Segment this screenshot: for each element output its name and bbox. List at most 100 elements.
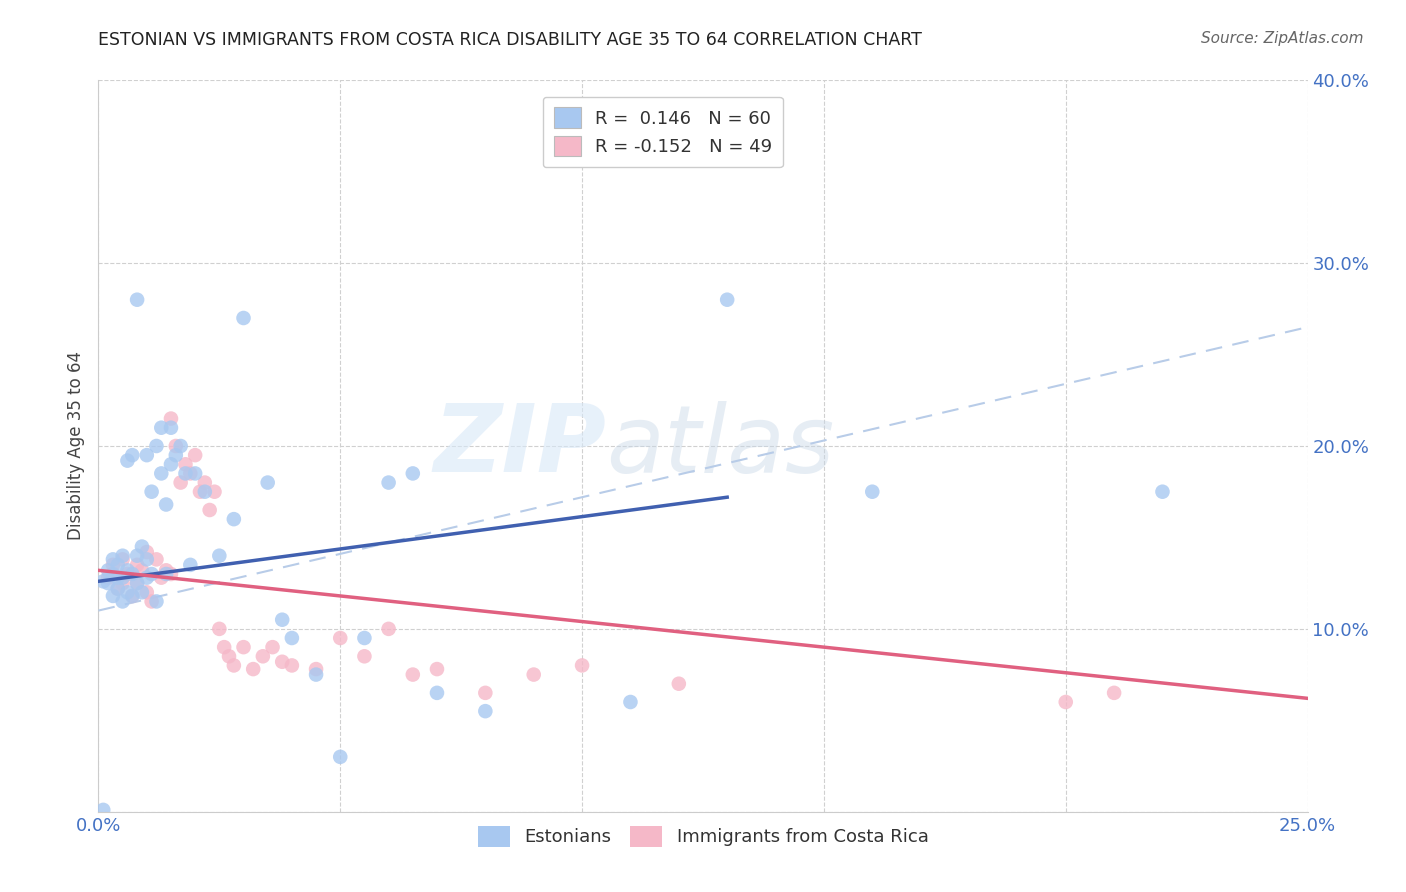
Point	[232, 640, 254, 655]
Point	[208, 549, 231, 563]
Y-axis label: Disability Age 35 to 64: Disability Age 35 to 64	[66, 351, 84, 541]
Point	[145, 439, 167, 453]
Point	[107, 558, 129, 572]
Point	[1102, 686, 1125, 700]
Point	[91, 574, 114, 589]
Point	[160, 411, 183, 425]
Point	[353, 631, 375, 645]
Text: ZIP: ZIP	[433, 400, 606, 492]
Point	[111, 571, 134, 585]
Point	[141, 594, 163, 608]
Point	[121, 589, 143, 603]
Point	[256, 475, 278, 490]
Text: atlas: atlas	[606, 401, 835, 491]
Point	[194, 475, 217, 490]
Point	[150, 421, 173, 435]
Point	[1054, 695, 1077, 709]
Point	[111, 594, 134, 608]
Point	[135, 571, 157, 585]
Point	[135, 585, 157, 599]
Point	[107, 571, 129, 585]
Point	[305, 662, 328, 676]
Point	[107, 582, 129, 596]
Point	[222, 512, 245, 526]
Point	[150, 467, 173, 481]
Point	[860, 484, 883, 499]
Point	[101, 589, 124, 603]
Point	[169, 475, 191, 490]
Point	[271, 613, 294, 627]
Point	[474, 704, 496, 718]
Point	[97, 563, 120, 577]
Point	[377, 475, 399, 490]
Point	[145, 594, 167, 608]
Point	[271, 655, 294, 669]
Point	[117, 567, 139, 582]
Point	[160, 567, 183, 582]
Point	[101, 558, 124, 572]
Point	[131, 540, 153, 554]
Point	[377, 622, 399, 636]
Point	[212, 640, 235, 655]
Point	[305, 667, 328, 681]
Point	[135, 552, 157, 566]
Point	[1152, 484, 1174, 499]
Point	[222, 658, 245, 673]
Point	[208, 622, 231, 636]
Point	[174, 467, 197, 481]
Point	[668, 676, 690, 690]
Point	[204, 484, 226, 499]
Point	[179, 558, 201, 572]
Legend: Estonians, Immigrants from Costa Rica: Estonians, Immigrants from Costa Rica	[471, 819, 935, 854]
Point	[426, 686, 449, 700]
Point	[117, 453, 139, 467]
Point	[329, 749, 352, 764]
Point	[131, 563, 153, 577]
Point	[402, 467, 425, 481]
Point	[127, 293, 149, 307]
Point	[117, 563, 139, 577]
Point	[121, 567, 143, 582]
Point	[97, 576, 120, 591]
Point	[127, 558, 149, 572]
Point	[131, 585, 153, 599]
Point	[121, 448, 143, 462]
Point	[281, 658, 304, 673]
Point	[127, 576, 149, 591]
Point	[111, 549, 134, 563]
Point	[188, 484, 211, 499]
Point	[179, 467, 201, 481]
Point	[155, 563, 177, 577]
Point	[262, 640, 284, 655]
Point	[111, 576, 134, 591]
Point	[198, 503, 221, 517]
Point	[169, 439, 191, 453]
Point	[426, 662, 449, 676]
Point	[155, 567, 177, 582]
Point	[242, 662, 264, 676]
Point	[160, 421, 183, 435]
Point	[218, 649, 240, 664]
Point	[97, 571, 120, 585]
Point	[165, 439, 187, 453]
Point	[281, 631, 304, 645]
Point	[716, 293, 738, 307]
Point	[252, 649, 274, 664]
Point	[353, 649, 375, 664]
Text: ESTONIAN VS IMMIGRANTS FROM COSTA RICA DISABILITY AGE 35 TO 64 CORRELATION CHART: ESTONIAN VS IMMIGRANTS FROM COSTA RICA D…	[98, 31, 922, 49]
Point	[111, 552, 134, 566]
Point	[571, 658, 593, 673]
Point	[402, 667, 425, 681]
Point	[474, 686, 496, 700]
Point	[619, 695, 641, 709]
Point	[127, 576, 149, 591]
Point	[232, 310, 254, 325]
Point	[141, 567, 163, 582]
Point	[194, 484, 217, 499]
Point	[91, 803, 114, 817]
Point	[184, 448, 207, 462]
Point	[117, 585, 139, 599]
Text: Source: ZipAtlas.com: Source: ZipAtlas.com	[1201, 31, 1364, 46]
Point	[523, 667, 546, 681]
Point	[101, 567, 124, 582]
